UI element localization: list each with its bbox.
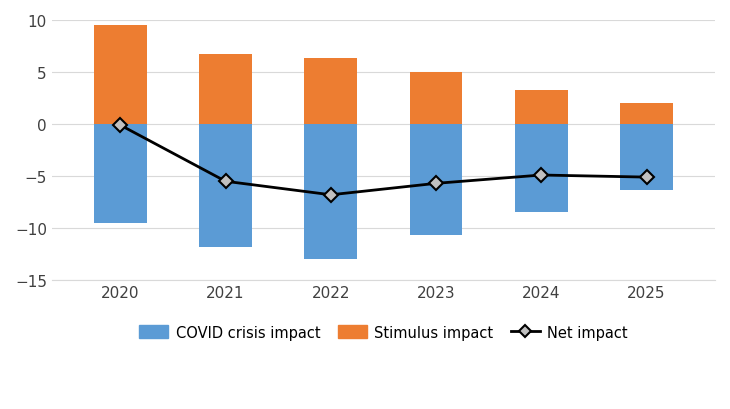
Bar	[410, 125, 462, 236]
Bar	[94, 125, 147, 223]
Legend: COVID crisis impact, Stimulus impact, Net impact: COVID crisis impact, Stimulus impact, Ne…	[133, 319, 634, 346]
Bar	[410, 73, 462, 125]
Bar	[304, 59, 357, 125]
Bar	[94, 26, 147, 125]
Bar	[515, 125, 568, 213]
Bar	[304, 125, 357, 260]
Bar	[199, 55, 252, 125]
Bar	[515, 90, 568, 125]
Bar	[620, 104, 673, 125]
Bar	[620, 125, 673, 190]
Bar	[199, 125, 252, 247]
